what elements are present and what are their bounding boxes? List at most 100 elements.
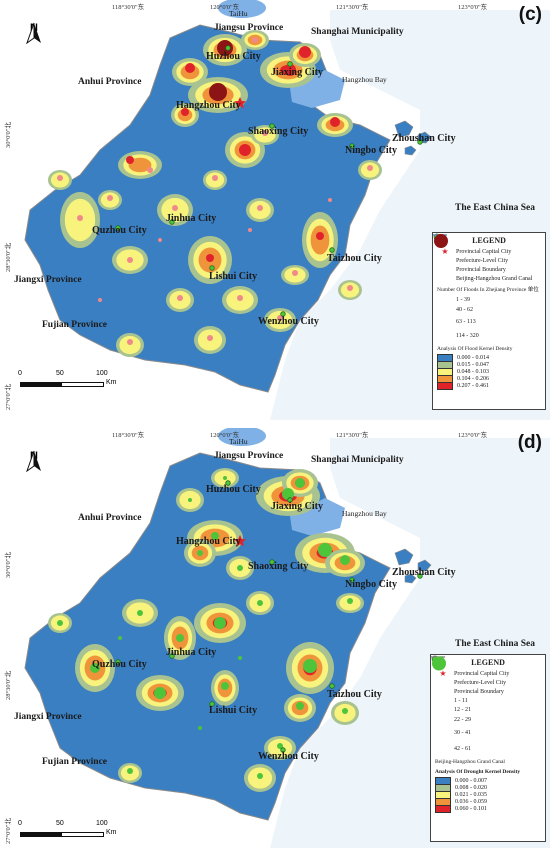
count-point bbox=[277, 315, 283, 321]
coord-left-3: 27°0'0"北 bbox=[5, 384, 12, 410]
label-anhui: Anhui Province bbox=[78, 513, 142, 523]
legend-boundary-row: Provincial Boundary bbox=[433, 234, 545, 274]
legend-title: LEGEND bbox=[472, 236, 506, 245]
legend-boundary-row: Provincial Boundary bbox=[431, 656, 545, 696]
count-point bbox=[207, 335, 213, 341]
legend-class-4-label: 114 - 320 bbox=[456, 333, 479, 339]
legend-count-unit: 单位 bbox=[527, 287, 539, 293]
legend-density-5: 0.207 - 0.461 bbox=[433, 381, 545, 390]
coord-left-3: 27°0'0"北 bbox=[5, 818, 12, 844]
scale-unit: Km bbox=[106, 829, 117, 836]
count-point bbox=[282, 488, 294, 500]
label-shaoxing: Shaoxing City bbox=[248, 561, 309, 572]
capital-star-icon bbox=[234, 97, 246, 109]
legend-capital-label: Provincial Capital City bbox=[454, 670, 510, 677]
count-point bbox=[197, 550, 203, 556]
scale-line bbox=[20, 832, 104, 837]
label-hangzhou-bay: Hangzhou Bay bbox=[342, 509, 387, 518]
count-point bbox=[57, 620, 63, 626]
coord-left-1: 30°0'0"北 bbox=[5, 122, 12, 148]
count-point bbox=[212, 175, 218, 181]
legend-boundary-label: Provincial Boundary bbox=[456, 266, 506, 273]
legend-class-3-label: 63 - 113 bbox=[456, 318, 476, 325]
count-point bbox=[223, 476, 227, 480]
count-point bbox=[107, 195, 113, 201]
legend-c: LEGEND ★ Provincial Capital City Prefect… bbox=[432, 232, 546, 410]
legend-class-5: 42 - 61 bbox=[431, 656, 545, 757]
flood-count-points bbox=[57, 37, 373, 345]
density-2-label: 0.008 - 0.020 bbox=[455, 784, 487, 791]
label-quzhou: Quzhou City bbox=[92, 659, 147, 670]
count-point bbox=[57, 175, 63, 181]
count-point bbox=[237, 565, 243, 571]
coord-top-3: 121°30'0"东 bbox=[336, 4, 369, 11]
coord-left-1: 30°0'0"北 bbox=[5, 552, 12, 578]
prefecture-dot bbox=[169, 219, 175, 225]
label-jiangsu: Jiangsu Province bbox=[214, 451, 284, 461]
count-point bbox=[316, 232, 324, 240]
count-point bbox=[347, 598, 353, 604]
scale-max: 100 bbox=[96, 370, 108, 377]
coord-top-1: 118°30'0"东 bbox=[112, 432, 145, 439]
prefecture-dot bbox=[280, 747, 286, 753]
label-shanghai: Shanghai Municipality bbox=[311, 27, 404, 37]
count-point bbox=[237, 295, 243, 301]
density-2-label: 0.015 - 0.047 bbox=[457, 361, 489, 368]
legend-prefecture-label: Prefecture-Level City bbox=[456, 257, 509, 264]
legend-class-4: 30 - 41 bbox=[431, 656, 545, 740]
legend-class-3: 22 - 29 bbox=[431, 657, 545, 726]
label-hangzhou: Hangzhou City bbox=[176, 100, 241, 111]
legend-class-2: 12 - 21 bbox=[431, 656, 545, 714]
label-ningbo: Ningbo City bbox=[345, 145, 397, 156]
coord-top-4: 123°0'0"东 bbox=[458, 4, 488, 11]
count-point bbox=[342, 708, 348, 714]
count-point bbox=[257, 205, 263, 211]
label-taihu: TaiHu bbox=[229, 9, 248, 18]
legend-capital-row: ★ Provincial Capital City bbox=[431, 669, 545, 678]
north-arrow-icon bbox=[26, 22, 41, 44]
prefecture-markers bbox=[115, 45, 423, 317]
count-point bbox=[277, 743, 283, 749]
prefecture-dot bbox=[269, 559, 275, 565]
prefecture-dot bbox=[280, 311, 286, 317]
legend-count-title-text: Number Of Floods In Zhejiang Province bbox=[437, 287, 527, 293]
legend-class-4-label: 30 - 41 bbox=[454, 730, 471, 736]
count-point bbox=[328, 198, 332, 202]
count-point bbox=[292, 270, 298, 276]
label-ningbo: Ningbo City bbox=[345, 579, 397, 590]
prefecture-dot bbox=[329, 683, 335, 689]
count-point bbox=[239, 144, 251, 156]
prefecture-dot bbox=[349, 143, 355, 149]
scale-segment bbox=[21, 383, 62, 386]
count-point bbox=[206, 254, 214, 262]
north-arrow: N bbox=[24, 22, 44, 44]
legend-prefecture-row: Prefecture-Level City bbox=[433, 233, 545, 265]
count-point bbox=[299, 46, 311, 58]
legend-class-5-label: 42 - 61 bbox=[454, 745, 471, 752]
coord-top-1: 118°30'0"东 bbox=[112, 4, 145, 11]
hangzhou-bay-water bbox=[290, 70, 345, 108]
scale-zero: 0 bbox=[18, 820, 22, 827]
north-arrow: N bbox=[24, 450, 44, 472]
label-jiangxi: Jiangxi Province bbox=[14, 275, 82, 285]
density-4-label: 0.036 - 0.059 bbox=[455, 798, 487, 805]
count-point bbox=[127, 339, 133, 345]
prefecture-dot bbox=[115, 659, 121, 665]
label-hangzhou-bay: Hangzhou Bay bbox=[342, 75, 387, 84]
zhoushan-islands bbox=[394, 548, 432, 584]
label-huzhou: Huzhou City bbox=[206, 484, 261, 495]
legend-class-2-label: 12 - 21 bbox=[454, 706, 471, 713]
label-east-china-sea: The East China Sea bbox=[455, 639, 535, 649]
legend-prefecture-row: Prefecture-Level City bbox=[431, 655, 545, 687]
count-point bbox=[340, 555, 350, 565]
coord-top-2: 120°0'0"东 bbox=[210, 4, 240, 11]
legend-class-1-label: 1 - 39 bbox=[456, 296, 470, 303]
prefecture-dot bbox=[269, 123, 275, 129]
count-point bbox=[330, 117, 340, 127]
count-point bbox=[318, 543, 332, 557]
label-jiangxi: Jiangxi Province bbox=[14, 712, 82, 722]
legend-class-4: 114 - 320 bbox=[433, 234, 545, 344]
swatch-5 bbox=[437, 381, 453, 390]
label-taihu: TaiHu bbox=[229, 437, 248, 446]
taihu-lake bbox=[218, 0, 266, 18]
